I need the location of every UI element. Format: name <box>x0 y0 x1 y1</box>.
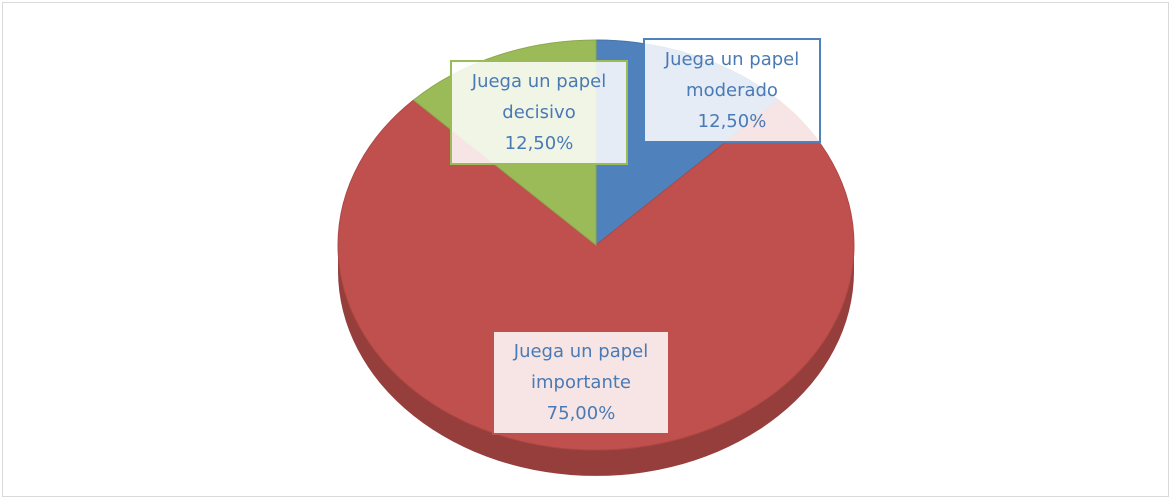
label-value: 75,00% <box>546 403 616 424</box>
label-category: Juega un papel moderado <box>664 49 800 101</box>
label-value: 12,50% <box>504 133 574 154</box>
data-label: Juega un papel decisivo 12,50% <box>450 60 628 165</box>
label-category: Juega un papel importante <box>513 341 649 393</box>
label-value: 12,50% <box>697 111 767 132</box>
pie-slice <box>337 99 855 451</box>
data-label: Juega un papel importante 75,00% <box>492 330 670 435</box>
data-label: Juega un papel moderado 12,50% <box>643 38 821 143</box>
label-category: Juega un papel decisivo <box>471 71 607 123</box>
